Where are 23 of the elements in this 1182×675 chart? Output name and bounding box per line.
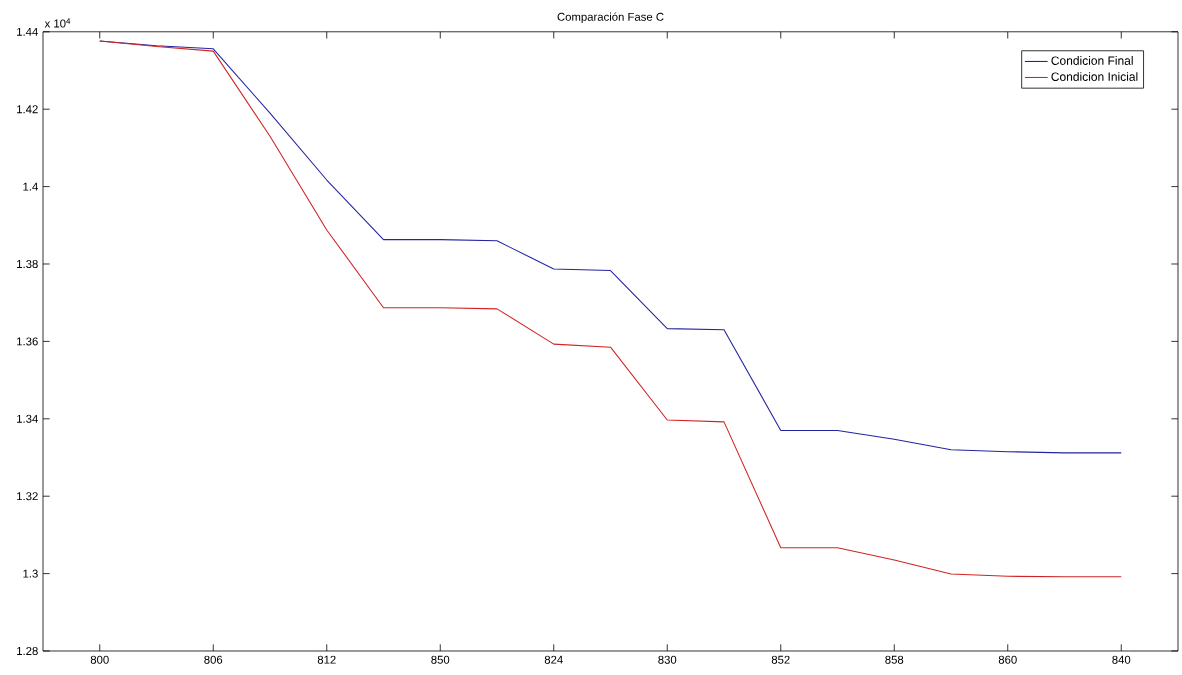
y-tick-label: 1.36 [17, 337, 38, 346]
y-tick-label: 1.32 [17, 492, 38, 501]
x-tick-label: 852 [771, 655, 790, 664]
legend-label: Condicion Inicial [1051, 72, 1138, 81]
text: x 10$^{4}$ [44, 18, 71, 28]
x-tick-label: 850 [431, 655, 450, 664]
x-tick-label: 830 [658, 655, 677, 664]
x-tick-label: 860 [998, 655, 1017, 664]
x-tick-label: 858 [885, 655, 904, 664]
x-tick-label: 840 [1112, 655, 1131, 664]
y-tick-label: 1.4 [23, 182, 38, 191]
legend-label: Condicion Final [1051, 56, 1133, 65]
y-tick-label: 1.38 [17, 259, 38, 268]
x-tick-label: 800 [90, 655, 109, 664]
y-tick-label: 1.34 [17, 414, 38, 423]
y-tick-label: 1.44 [17, 27, 38, 36]
x-tick-label: 812 [317, 655, 336, 664]
y-tick-label: 1.3 [23, 569, 38, 578]
y-tick-label: 1.28 [17, 647, 38, 656]
y-tick-label: 1.42 [17, 105, 38, 114]
x-tick-label: 824 [544, 655, 563, 664]
x-tick-label: 806 [204, 655, 223, 664]
chart-title: Comparación Fase C [557, 12, 664, 24]
